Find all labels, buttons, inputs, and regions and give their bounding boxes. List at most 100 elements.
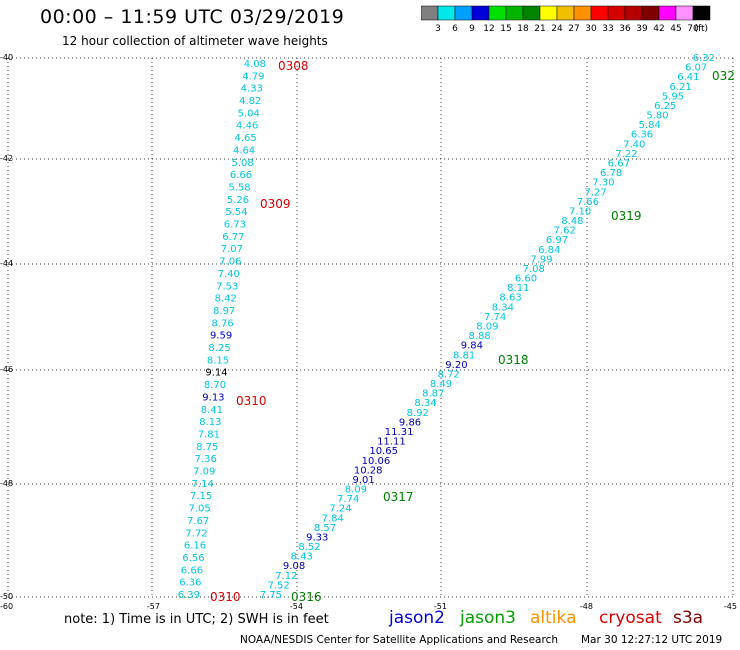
wave-height-reading: 8.72	[438, 369, 460, 380]
wave-height-reading: 7.67	[187, 516, 209, 527]
wave-height-reading: 9.33	[306, 532, 328, 543]
pass-time-label: 032	[712, 69, 735, 83]
wave-height-reading: 6.39	[178, 590, 200, 601]
longitude-label: -54	[290, 602, 303, 610]
wave-height-reading: 9.86	[399, 417, 421, 428]
wave-height-reading: 7.75	[260, 590, 282, 601]
wave-height-reading: 8.15	[207, 355, 229, 366]
wave-height-reading: 5.08	[231, 158, 253, 169]
generated-timestamp: Mar 30 12:27:12 UTC 2019	[581, 634, 723, 646]
wave-height-reading: 8.88	[469, 331, 491, 342]
longitude-label: -57	[147, 602, 160, 610]
colorbar-tick-label: 12	[483, 24, 494, 34]
wave-height-reading: 8.49	[430, 379, 452, 390]
colorbar-tick-label: 70	[687, 24, 699, 34]
wave-height-reading: 6.56	[182, 553, 204, 564]
pass-time-label: 0319	[611, 209, 642, 223]
wave-height-reading: 5.80	[646, 111, 668, 122]
colorbar-swatch	[692, 5, 711, 21]
colorbar-tick-label: 45	[670, 24, 681, 34]
latitude-label: -40	[0, 53, 13, 62]
wave-height-reading: 8.52	[298, 542, 320, 553]
colorbar-tick-label: 36	[619, 24, 631, 34]
wave-height-reading: 6.73	[224, 220, 246, 231]
legend-cryosat: cryosat	[599, 608, 662, 628]
wave-height-reading: 7.62	[554, 226, 576, 237]
colorbar-tick-label: 3	[435, 24, 441, 34]
colorbar-tick-label: 15	[500, 24, 511, 34]
wave-height-reading: 5.58	[228, 182, 250, 193]
wave-height-reading: 6.25	[654, 101, 676, 112]
pass-time-label: 0318	[498, 353, 529, 367]
latitude-label: -50	[0, 592, 13, 601]
wave-height-reading: 7.30	[592, 178, 614, 189]
wave-height-colorbar: 3 6 9 12 15 18 21 24 27 30 33 36 39 42 45 70(ft)	[421, 5, 711, 34]
wave-height-reading: 6.36	[631, 130, 653, 141]
wave-height-reading: 8.48	[561, 216, 583, 227]
wave-height-reading: 7.99	[530, 254, 552, 265]
wave-height-reading: 7.84	[322, 513, 344, 524]
legend-jason2: jason2	[389, 608, 445, 628]
colorbar-tick-label: 30	[585, 24, 597, 34]
wave-height-reading: 7.52	[267, 580, 289, 591]
latitude-label: -46	[0, 365, 13, 374]
wave-height-reading: 8.13	[199, 417, 221, 428]
wave-height-reading: 8.92	[407, 408, 429, 419]
pass-time-label: 0308	[278, 59, 309, 73]
wave-height-reading: 6.32	[693, 53, 715, 64]
wave-height-reading: 10.65	[369, 446, 398, 457]
pass-time-label: 0310	[236, 394, 267, 408]
colorbar-tick-label: 18	[517, 24, 529, 34]
wave-height-reading: 9.84	[461, 341, 483, 352]
wave-height-map: -40 -42 -44 -46 -48 -50-60 -57 -54 -51 -48 -45 4.08…	[0, 53, 737, 610]
page-title: 00:00 – 11:59 UTC 03/29/2019	[40, 6, 345, 28]
credit-text: NOAA/NESDIS Center for Satellite Applica…	[240, 634, 558, 646]
wave-height-reading: 6.07	[685, 63, 707, 74]
wave-height-reading: 6.21	[670, 82, 692, 93]
wave-height-reading: 5.26	[227, 195, 249, 206]
wave-height-reading: 7.27	[584, 187, 606, 198]
wave-height-reading: 6.16	[184, 541, 206, 552]
colorbar-tick-label: 33	[602, 24, 613, 34]
legend-jason3: jason3	[460, 608, 516, 628]
wave-height-reading: 8.41	[201, 405, 223, 416]
longitude-label: -60	[0, 602, 13, 610]
wave-height-reading: 7.15	[190, 491, 212, 502]
wave-height-reading: 6.41	[677, 72, 699, 83]
wave-height-reading: 7.05	[188, 504, 210, 515]
wave-height-reading: 9.08	[283, 561, 305, 572]
wave-height-reading: 7.06	[219, 257, 241, 268]
pass-time-label: 0309	[260, 197, 291, 211]
wave-height-reading: 8.63	[499, 293, 521, 304]
wave-height-reading: 8.75	[196, 442, 218, 453]
wave-height-reading: 8.25	[208, 343, 230, 354]
latitude-label: -42	[0, 154, 13, 163]
wave-height-reading: 7.07	[221, 244, 243, 255]
legend-altika: altika	[530, 608, 577, 628]
pass-time-label: 0317	[383, 490, 414, 504]
wave-height-reading: 6.66	[181, 565, 203, 576]
wave-height-reading: 9.13	[202, 392, 224, 403]
wave-height-reading: 7.53	[216, 281, 238, 292]
wave-height-reading: 4.46	[236, 121, 258, 132]
wave-height-reading: 6.67	[608, 158, 630, 169]
wave-height-reading: 7.74	[484, 312, 506, 323]
wave-height-reading: 8.11	[507, 283, 529, 294]
colorbar-tick-label: 21	[534, 24, 545, 34]
wave-height-reading: 7.36	[195, 454, 217, 465]
wave-height-reading: 8.09	[476, 322, 498, 333]
wave-height-reading: 5.04	[238, 108, 260, 119]
wave-height-reading: 7.72	[185, 528, 207, 539]
wave-height-reading: 5.54	[225, 207, 247, 218]
wave-height-reading: 5.95	[662, 91, 684, 102]
wave-height-reading: 10.06	[362, 456, 391, 467]
note-text: note: 1) Time is in UTC; 2) SWH is in fe…	[64, 612, 329, 627]
wave-height-reading: 4.64	[233, 145, 255, 156]
wave-height-reading: 6.97	[546, 235, 568, 246]
wave-height-reading: 4.65	[235, 133, 257, 144]
wave-height-reading: 8.34	[414, 398, 436, 409]
wave-height-reading: 11.11	[377, 437, 406, 448]
wave-height-reading: 4.79	[242, 71, 264, 82]
wave-height-reading: 9.20	[445, 360, 467, 371]
colorbar-unit-label: (ft)	[694, 24, 708, 34]
